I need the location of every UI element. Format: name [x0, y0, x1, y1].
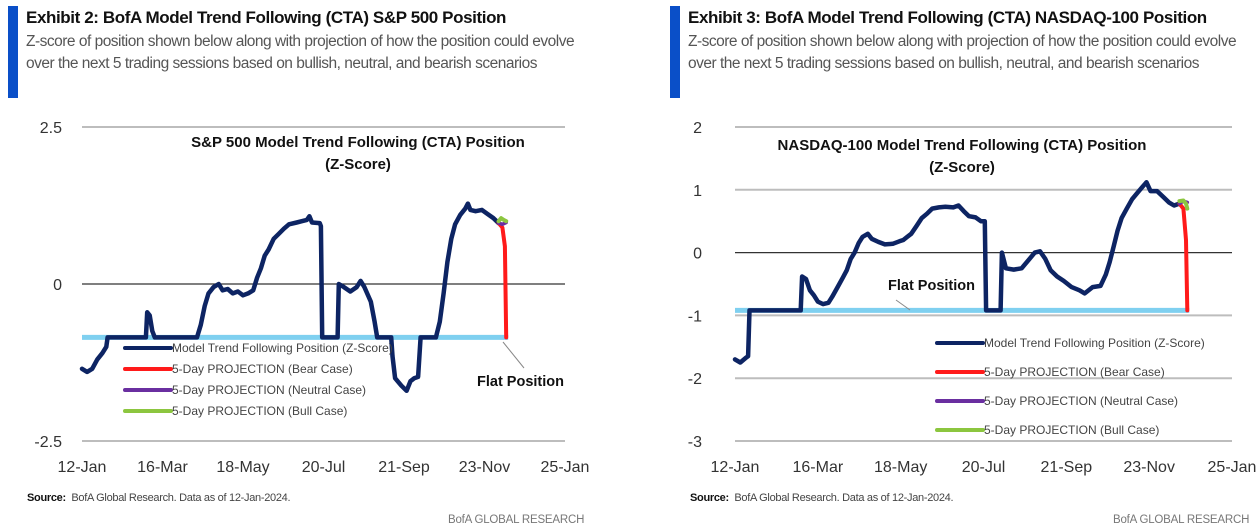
- bull-case-projection-line: [1177, 198, 1190, 211]
- flat-position-annotation: Flat Position: [888, 278, 975, 294]
- x-tick-label: 12-Jan: [58, 459, 107, 476]
- x-tick-label: 18-May: [874, 459, 927, 476]
- x-tick-label: 16-Mar: [137, 459, 188, 476]
- x-tick-label: 18-May: [216, 459, 269, 476]
- y-tick-label: 0: [53, 277, 62, 294]
- exhibit-subtitle: Z-score of position shown below along wi…: [688, 33, 1237, 72]
- footer-brand: BofA GLOBAL RESEARCH: [448, 514, 585, 526]
- source-text: BofA Global Research. Data as of 12-Jan-…: [734, 492, 954, 504]
- neutral-case-projection-line: [496, 220, 508, 227]
- bear-case-projection-line: [496, 221, 509, 340]
- x-tick-label: 23-Nov: [459, 459, 511, 476]
- exhibit-2-panel: Exhibit 2: BofA Model Trend Following (C…: [0, 0, 620, 530]
- footer-brand: BofA GLOBAL RESEARCH: [1113, 514, 1250, 526]
- chart-legend: Model Trend Following Position (Z-Score)…: [123, 341, 393, 418]
- x-tick-label: 25-Jan: [541, 459, 590, 476]
- x-tick-label: 16-Mar: [792, 459, 843, 476]
- sp500-cta-chart: 2.5 0 -2.5 12-Jan 16-Mar 18-May 20-Jul 21-Sep 23…: [34, 120, 590, 476]
- annotation-leader-line: [502, 341, 525, 369]
- y-tick-label: -2: [688, 371, 702, 388]
- legend-label: 5-Day PROJECTION (Bull Case): [984, 423, 1159, 437]
- exhibit-title: Exhibit 3: BofA Model Trend Following (C…: [688, 8, 1207, 27]
- source-text: BofA Global Research. Data as of 12-Jan-…: [71, 492, 291, 504]
- nasdaq100-cta-chart: 2 1 0 -1 -2 -3 12-Jan 16-Mar 18-May 20-Jul 21-Sep 2…: [688, 120, 1257, 476]
- source-label: Source:: [690, 492, 729, 504]
- x-tick-label: 20-Jul: [302, 459, 346, 476]
- y-tick-label: -1: [688, 308, 702, 325]
- model-position-line: [732, 180, 1182, 365]
- x-tick-label: 21-Sep: [378, 459, 430, 476]
- chart-title: NASDAQ-100 Model Trend Following (CTA) P…: [778, 137, 1147, 154]
- x-tick-label: 21-Sep: [1041, 459, 1093, 476]
- legend-label: 5-Day PROJECTION (Bull Case): [172, 404, 347, 418]
- x-tick-label: 20-Jul: [962, 459, 1006, 476]
- legend-label: 5-Day PROJECTION (Neutral Case): [172, 383, 366, 397]
- y-tick-label: 2: [693, 120, 702, 137]
- y-tick-label: 1: [693, 183, 702, 200]
- y-tick-label: -2.5: [34, 434, 62, 451]
- x-tick-label: 25-Jan: [1208, 459, 1257, 476]
- exhibit-subtitle: Z-score of position shown below along wi…: [26, 33, 575, 72]
- source-label: Source:: [27, 492, 66, 504]
- flat-position-annotation: Flat Position: [477, 374, 564, 390]
- x-tick-label: 23-Nov: [1123, 459, 1175, 476]
- bear-case-projection-line: [1177, 201, 1190, 313]
- x-tick-label: 12-Jan: [711, 459, 760, 476]
- exhibit-accent-bar: [670, 6, 680, 98]
- legend-label: Model Trend Following Position (Z-Score): [984, 336, 1205, 350]
- model-position-line: [79, 201, 501, 394]
- chart-title: (Z-Score): [325, 156, 391, 173]
- legend-label: Model Trend Following Position (Z-Score): [172, 341, 393, 355]
- exhibit-accent-bar: [8, 6, 18, 98]
- chart-title: S&P 500 Model Trend Following (CTA) Posi…: [191, 134, 525, 151]
- bull-case-projection-line: [496, 216, 509, 224]
- chart-title: (Z-Score): [929, 159, 995, 176]
- legend-label: 5-Day PROJECTION (Bear Case): [172, 362, 353, 376]
- annotation-leader-line: [895, 299, 911, 311]
- y-tick-label: 2.5: [40, 120, 62, 137]
- chart-legend: Model Trend Following Position (Z-Score)…: [935, 336, 1205, 437]
- y-tick-label: -3: [688, 434, 702, 451]
- exhibit-title: Exhibit 2: BofA Model Trend Following (C…: [26, 8, 507, 27]
- legend-label: 5-Day PROJECTION (Bear Case): [984, 365, 1165, 379]
- legend-label: 5-Day PROJECTION (Neutral Case): [984, 394, 1178, 408]
- y-tick-label: 0: [693, 246, 702, 263]
- source-note: Source: BofA Global Research. Data as of…: [690, 492, 954, 504]
- source-note: Source: BofA Global Research. Data as of…: [27, 492, 291, 504]
- exhibit-3-panel: Exhibit 3: BofA Model Trend Following (C…: [640, 0, 1260, 530]
